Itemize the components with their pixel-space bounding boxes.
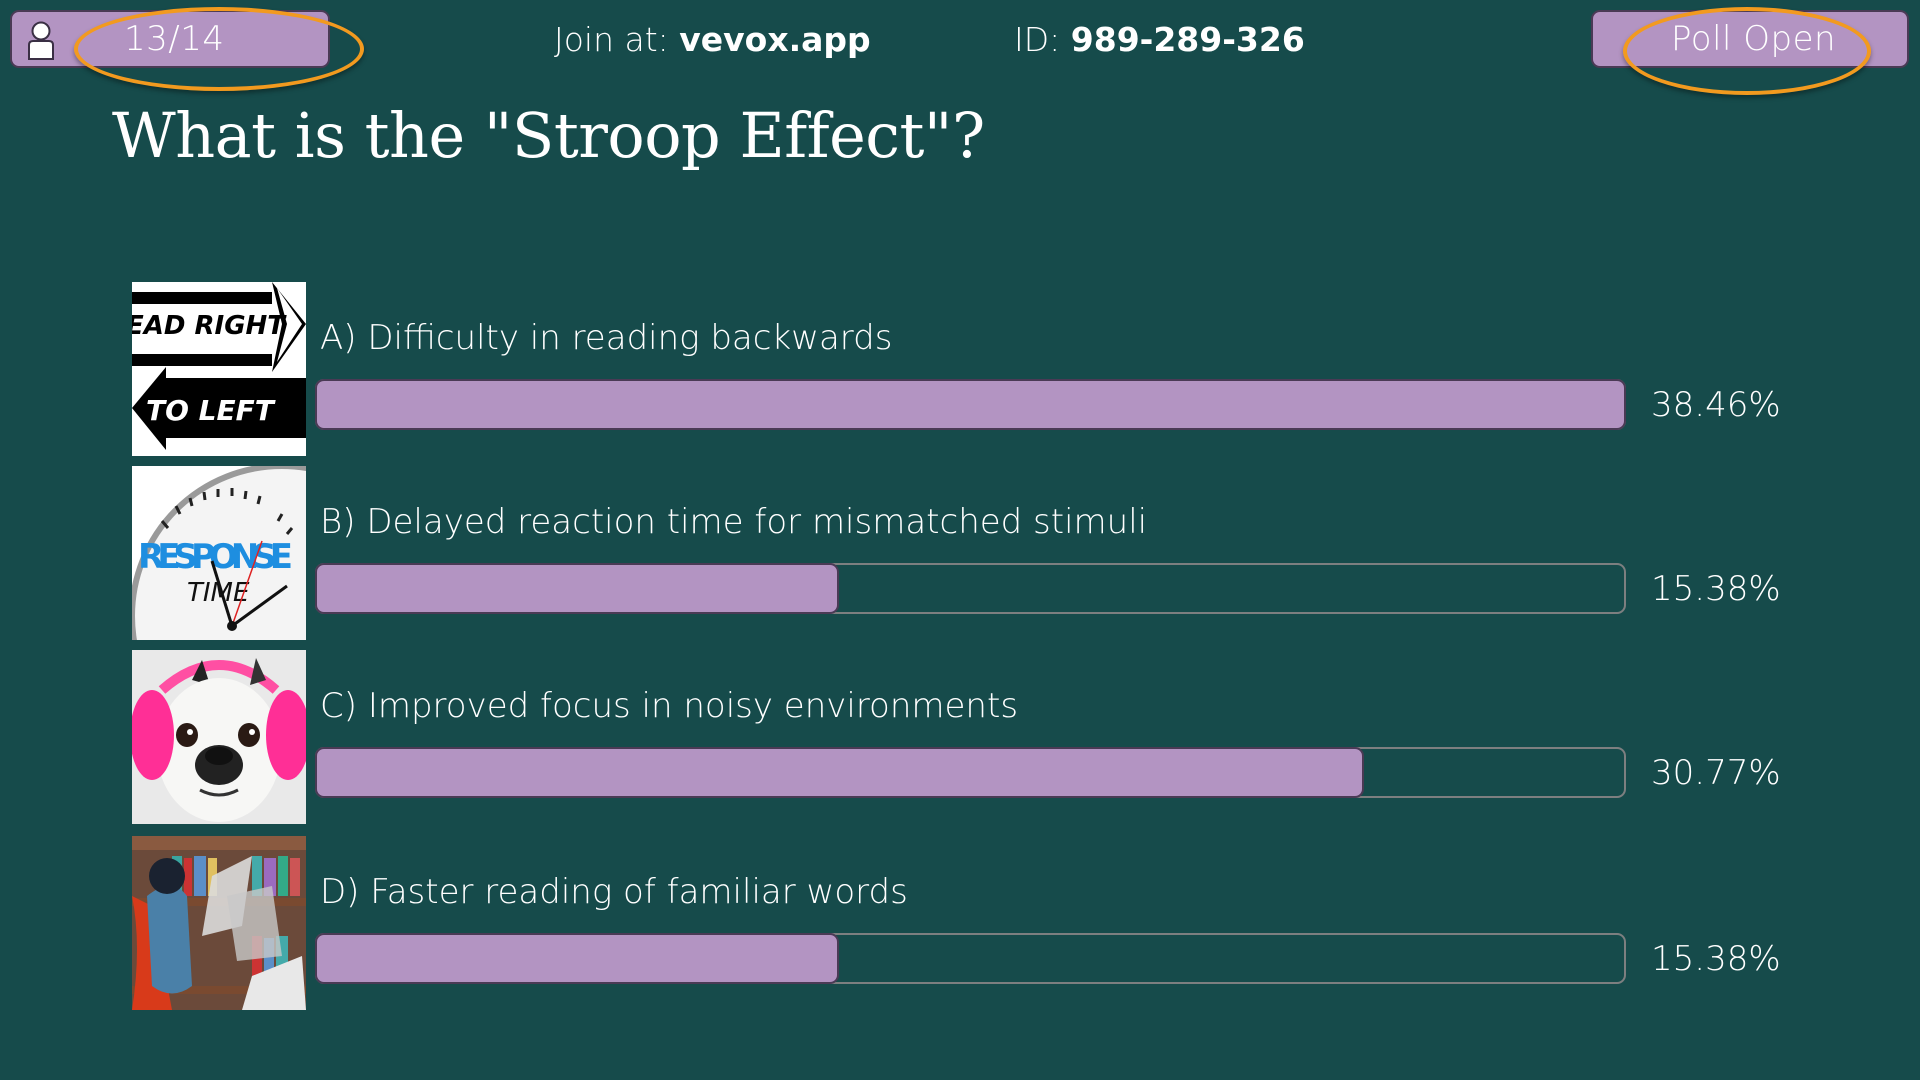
option-c-image bbox=[132, 650, 306, 824]
option-a-percent: 38.46% bbox=[1651, 385, 1781, 425]
join-url[interactable]: vevox.app bbox=[679, 20, 871, 59]
option-c-percent: 30.77% bbox=[1651, 753, 1781, 793]
option-b-percent: 15.38% bbox=[1651, 569, 1781, 609]
option-d-bar-fill bbox=[315, 933, 839, 984]
meeting-id-value: 989-289-326 bbox=[1070, 20, 1305, 59]
option-d-bar-track bbox=[315, 933, 1626, 984]
option-c-bar-track bbox=[315, 747, 1626, 798]
option-b-label: B) Delayed reaction time for mismatched … bbox=[320, 502, 1148, 542]
option-d-label: D) Faster reading of familiar words bbox=[320, 872, 908, 912]
option-d-image bbox=[132, 836, 306, 1010]
participant-count-badge: 13/14 bbox=[10, 10, 330, 68]
option-b-bar-track bbox=[315, 563, 1626, 614]
poll-option-d: D) Faster reading of familiar words 15.3… bbox=[0, 836, 1920, 1010]
option-c-bar-fill bbox=[315, 747, 1364, 798]
meeting-id: ID: 989-289-326 bbox=[1014, 18, 1305, 62]
poll-status-label: Poll Open bbox=[1671, 19, 1837, 59]
participant-count: 13/14 bbox=[124, 19, 225, 59]
question-title: What is the "Stroop Effect"? bbox=[112, 99, 985, 172]
user-icon bbox=[28, 21, 54, 60]
option-d-percent: 15.38% bbox=[1651, 939, 1781, 979]
option-c-label: C) Improved focus in noisy environments bbox=[320, 686, 1019, 726]
svg-text:EAD RIGHT: EAD RIGHT bbox=[132, 311, 287, 341]
poll-option-c: C) Improved focus in noisy environments … bbox=[0, 650, 1920, 824]
option-a-image: EAD RIGHT TO LEFT bbox=[132, 282, 306, 456]
id-prefix: ID: bbox=[1014, 20, 1071, 59]
option-b-bar-fill bbox=[315, 563, 839, 614]
poll-status-button[interactable]: Poll Open bbox=[1591, 10, 1909, 68]
dog-earmuffs-icon bbox=[132, 650, 306, 824]
superhero-reading-icon bbox=[132, 836, 306, 1010]
option-a-bar-track bbox=[315, 379, 1626, 430]
join-prefix: Join at: bbox=[554, 20, 680, 59]
option-a-label: A) Difficulty in reading backwards bbox=[320, 318, 893, 358]
poll-option-b: RESPONSE TIME B) Delayed reaction time f… bbox=[0, 466, 1920, 640]
svg-text:TO LEFT: TO LEFT bbox=[146, 394, 276, 427]
join-instructions: Join at: vevox.app bbox=[554, 18, 871, 62]
option-b-image: RESPONSE TIME bbox=[132, 466, 306, 640]
response-time-clock-icon: RESPONSE TIME bbox=[132, 466, 306, 640]
option-a-bar-fill bbox=[315, 379, 1626, 430]
poll-option-a: EAD RIGHT TO LEFT A) Difficulty in readi… bbox=[0, 282, 1920, 456]
read-right-to-left-icon: EAD RIGHT TO LEFT bbox=[132, 282, 306, 456]
